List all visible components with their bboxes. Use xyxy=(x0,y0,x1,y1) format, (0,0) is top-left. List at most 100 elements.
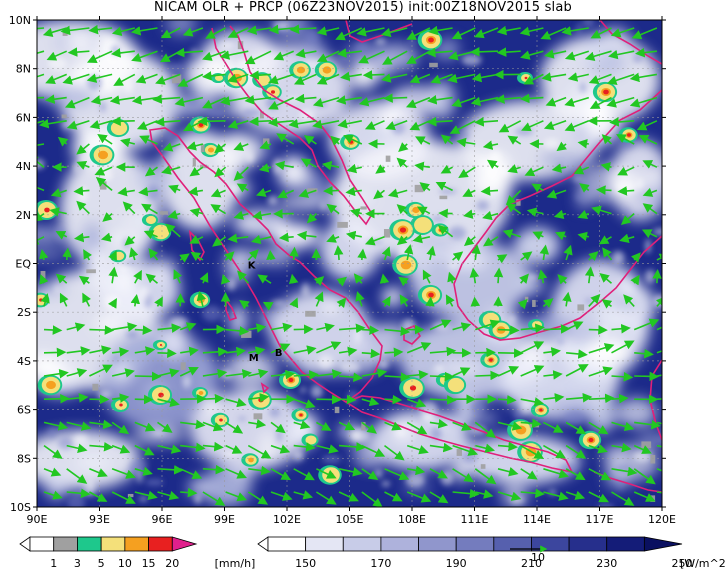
olr-colorbar-swatch xyxy=(380,536,419,552)
wind-vector xyxy=(66,346,91,356)
wind-vector xyxy=(66,120,90,130)
site-label-b: B xyxy=(275,348,283,359)
lat-label: 6N xyxy=(16,111,31,124)
cloud-speck xyxy=(579,82,587,93)
wind-vector xyxy=(316,73,340,85)
wind-vector xyxy=(90,95,113,105)
wind-vector xyxy=(202,491,226,506)
wind-vector xyxy=(414,161,431,172)
wind-vector xyxy=(616,134,635,145)
wind-vector xyxy=(135,73,158,84)
wind-vector xyxy=(201,71,226,81)
wind-vector xyxy=(189,235,204,244)
wind-vector xyxy=(108,297,117,309)
wind-vector xyxy=(482,140,499,150)
cloud-speck xyxy=(448,262,457,270)
wind-vector xyxy=(177,73,204,87)
wind-vector xyxy=(225,421,244,434)
wind-vector xyxy=(506,202,522,215)
precip-cell-heavy xyxy=(207,147,215,153)
cloud-speck xyxy=(182,374,191,389)
wind-vector xyxy=(252,210,272,221)
wind-vector xyxy=(429,468,448,479)
precip-cell-trace xyxy=(200,144,205,153)
wind-vector xyxy=(227,27,249,38)
site-label-k: K xyxy=(248,260,257,271)
cloud-patch xyxy=(582,36,606,63)
wind-vector xyxy=(74,232,90,243)
precip-cell-trace xyxy=(456,448,463,456)
precip-cell-intense xyxy=(588,437,594,443)
wind-vector xyxy=(520,468,538,480)
wind-vector xyxy=(543,468,569,479)
wind-vector xyxy=(339,442,366,452)
wind-vector xyxy=(577,231,589,242)
wind-vector xyxy=(520,365,545,377)
wind-vector xyxy=(270,421,286,434)
cloud-speck xyxy=(73,161,80,174)
wind-vector xyxy=(43,325,63,335)
wind-vector xyxy=(573,165,590,175)
wind-vector xyxy=(44,94,67,104)
wind-vector xyxy=(406,342,432,354)
wind-vector xyxy=(202,368,228,379)
wind-vector xyxy=(89,419,113,430)
wind-vector xyxy=(316,444,339,454)
wind-vector xyxy=(361,348,381,359)
wind-vector xyxy=(561,26,589,36)
wind-vector xyxy=(507,135,522,145)
wind-vector xyxy=(246,25,272,35)
wind-vector xyxy=(361,325,380,335)
wind-vector xyxy=(134,371,162,382)
wind-vector xyxy=(600,162,612,172)
wind-vector xyxy=(456,137,476,148)
wind-vector xyxy=(452,367,471,377)
cloud-patch xyxy=(429,80,456,120)
wind-vector xyxy=(248,346,266,356)
cloud-patch xyxy=(85,248,109,286)
wind-vector xyxy=(577,209,590,219)
wind-vector xyxy=(133,269,142,284)
wind-vector xyxy=(39,118,67,129)
wind-vector xyxy=(451,27,476,40)
wind-vector xyxy=(212,236,227,247)
precip-cell-intense xyxy=(288,377,294,383)
cloud-speck xyxy=(270,300,286,306)
precip-cell-trace xyxy=(532,299,536,308)
wind-vector xyxy=(619,233,635,244)
cloud-speck xyxy=(601,324,607,339)
wind-vector xyxy=(470,96,499,107)
precip-cell-intense xyxy=(39,298,43,302)
precip-colorbar-swatch xyxy=(29,536,55,552)
wind-vector xyxy=(316,26,340,36)
wind-vector xyxy=(458,166,476,179)
wind-vector xyxy=(294,93,317,104)
wind-vector xyxy=(633,444,652,454)
wind-vector xyxy=(43,393,70,404)
wind-vector xyxy=(180,442,206,453)
wind-vector xyxy=(111,421,130,435)
precip-cell-intense xyxy=(44,207,50,213)
wind-vector xyxy=(588,468,612,481)
wind-vector xyxy=(387,188,408,198)
wind-vector xyxy=(398,142,409,153)
wind-vector xyxy=(405,96,431,109)
cloud-speck xyxy=(310,385,323,398)
wind-vector xyxy=(293,490,314,500)
lon-label: 120E xyxy=(648,513,676,526)
cloud-patch xyxy=(75,455,112,469)
precip-cell-trace xyxy=(253,413,263,420)
coastline-java xyxy=(344,395,574,474)
precip-cell-trace xyxy=(383,229,391,238)
wind-vector xyxy=(497,394,517,405)
wind-vector xyxy=(551,163,567,173)
precip-cell-moderate xyxy=(305,435,317,445)
wind-vector xyxy=(339,372,363,383)
wind-vector xyxy=(300,158,317,168)
wind-vector xyxy=(66,468,88,484)
wind-vector xyxy=(634,348,654,359)
wind-vector xyxy=(233,141,249,151)
wind-vector xyxy=(475,443,496,453)
cloud-speck xyxy=(226,277,236,291)
wind-vector xyxy=(630,274,640,286)
